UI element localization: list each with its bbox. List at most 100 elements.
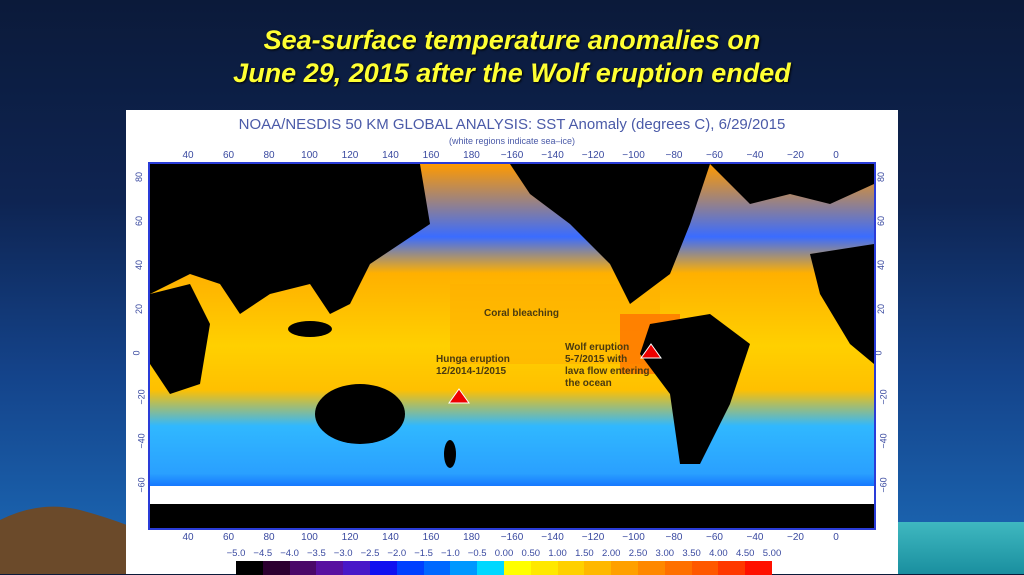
longitude-label-top: −120 [581,150,605,161]
latitude-label-left: 60 [134,215,145,227]
slide-title-line-2: June 29, 2015 after the Wolf eruption en… [233,58,791,88]
sst-map-figure: NOAA/NESDIS 50 KM GLOBAL ANALYSIS: SST A… [126,110,898,575]
latitude-label-left: 0 [131,350,142,356]
color-scale-label: 1.00 [548,548,567,559]
longitude-label-bottom: −60 [706,532,723,543]
color-scale-swatch [664,561,692,575]
color-scale-label: 2.50 [628,548,648,559]
longitude-label-top: −160 [500,150,524,161]
longitude-label-top: −100 [622,150,645,161]
longitude-label-top: 100 [301,150,318,161]
color-scale-label: 2.00 [601,548,621,559]
color-scale-swatch [289,561,317,575]
color-scale-swatch [262,561,290,575]
color-scale-label: 1.50 [575,548,594,559]
longitude-label-bottom: −20 [787,532,804,543]
hunga-label-line-1: Hunga eruption [436,354,510,365]
color-scale-label: −5.0 [226,548,246,559]
color-scale-swatch [637,561,665,575]
hunga-eruption-label: Hunga eruption 12/2014-1/2015 [436,354,510,378]
latitude-label-left: 40 [134,259,145,271]
hunga-label-line-2: 12/2014-1/2015 [436,366,507,377]
color-scale-label: 3.50 [682,548,701,559]
color-scale-swatch [530,561,558,575]
longitude-label-top: −80 [665,150,683,161]
latitude-label-left: −60 [136,477,147,493]
wolf-eruption-label: Wolf eruption 5-7/2015 with lava flow en… [565,342,649,390]
latitude-label-right: 20 [876,303,887,315]
longitude-label-top: 140 [382,150,399,161]
latitude-label-right: 80 [876,171,887,183]
longitude-label-bottom: −160 [500,532,524,543]
wolf-label-line-3: lava flow entering [565,366,650,377]
longitude-label-bottom: 180 [463,532,480,543]
slide-title-line-1: Sea-surface temperature anomalies on [263,25,761,55]
color-scale-label: 4.50 [735,548,755,559]
latitude-label-right: −40 [878,433,889,449]
longitude-label-bottom: 40 [182,532,194,543]
wolf-label-line-4: the ocean [565,378,612,389]
longitude-label-top: 40 [182,150,194,161]
longitude-label-bottom: −40 [746,532,764,543]
color-scale-label: −2.0 [387,548,407,559]
color-scale-label: 0.50 [521,548,541,559]
sst-anomaly-map: Coral bleaching Hunga eruption 12/2014-1… [148,162,876,530]
longitude-label-top: 160 [422,150,440,161]
wolf-volcano-triangle-icon [640,343,662,359]
hunga-volcano-triangle-icon [448,388,470,404]
latitude-label-left: 20 [134,303,145,315]
longitude-label-bottom: −100 [622,532,645,543]
color-scale-label: −4.0 [280,548,299,559]
color-scale-swatch [611,561,638,575]
landmasses [150,164,874,468]
longitude-label-bottom: 120 [341,532,359,543]
latitude-label-right: 40 [876,259,887,271]
color-scale-swatch [691,561,719,575]
longitude-label-top: 180 [463,150,480,161]
desert-hills-decoration [0,506,140,574]
color-scale-label: −4.5 [253,548,273,559]
color-scale-bar [236,561,772,575]
color-scale-swatch [396,561,424,575]
color-scale-swatch [584,561,612,575]
longitude-label-top: 120 [341,150,359,161]
longitude-label-bottom: −140 [541,532,564,543]
color-scale-swatch [745,561,772,575]
color-scale-swatch [343,561,370,575]
color-scale-swatch [477,561,504,575]
color-scale-swatch [503,561,531,575]
teal-band-decoration [880,522,1024,574]
longitude-label-top: 60 [222,150,235,161]
longitude-label-bottom: 60 [222,532,235,543]
latitude-label-left: −40 [136,433,147,449]
wolf-label-line-1: Wolf eruption [565,342,630,353]
latitude-label-left: −20 [136,389,147,405]
color-scale-swatch [557,561,585,575]
coral-bleaching-label: Coral bleaching [484,308,560,319]
longitude-label-bottom: 140 [382,532,399,543]
color-scale-label: −0.5 [467,548,487,559]
color-scale-label: −1.0 [441,548,460,559]
wolf-label-line-2: 5-7/2015 with [565,354,628,365]
longitude-label-top: −40 [746,150,764,161]
longitude-label-top: 0 [833,150,839,161]
color-scale-label: 4.00 [709,548,728,559]
longitude-label-bottom: −80 [665,532,683,543]
color-scale-swatch [718,561,746,575]
longitude-label-bottom: −120 [581,532,605,543]
slide-title: Sea-surface temperature anomalies on Jun… [0,24,1024,90]
map-title: NOAA/NESDIS 50 KM GLOBAL ANALYSIS: SST A… [238,116,786,133]
color-scale-label: 5.00 [762,548,782,559]
longitude-label-bottom: 0 [833,532,839,543]
map-subtitle: (white regions indicate sea–ice) [448,136,576,146]
color-scale-swatch [369,561,397,575]
color-scale-swatch [236,561,263,575]
color-scale-label: −2.5 [360,548,380,559]
latitude-label-right: −20 [878,389,889,405]
color-scale-swatch [316,561,344,575]
longitude-label-top: −60 [706,150,723,161]
color-scale-label: 3.00 [655,548,675,559]
color-scale-label: −3.5 [307,548,326,559]
color-scale-swatch [423,561,451,575]
color-scale-label: 0.00 [494,548,514,559]
